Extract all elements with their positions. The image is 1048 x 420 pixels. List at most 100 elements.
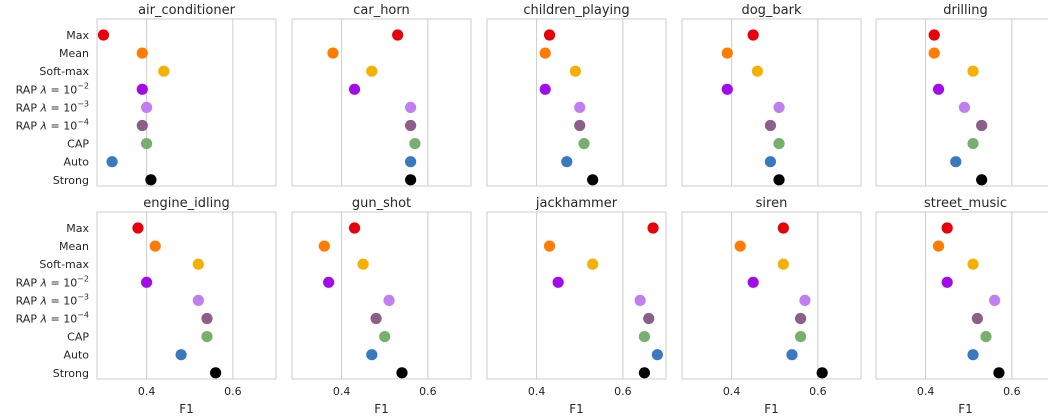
- point-cap: [201, 331, 213, 343]
- point-rap-10: [405, 101, 417, 113]
- panel-title: engine_idling: [143, 196, 229, 211]
- point-soft-max: [366, 65, 378, 77]
- panel-siren: siren 0.4 0.6 F1: [681, 196, 862, 416]
- method-label: Strong: [53, 174, 89, 187]
- point-soft-max: [569, 65, 582, 77]
- x-tick-label: 0.6: [224, 385, 242, 398]
- panel-frame: [486, 211, 667, 380]
- point-rap-10: [201, 312, 213, 325]
- point-rap-10: [539, 83, 551, 95]
- x-tick-label: 0.4: [333, 385, 351, 398]
- point-rap-10: [383, 294, 395, 306]
- point-soft-max: [967, 258, 979, 270]
- point-mean: [149, 240, 161, 252]
- point-rap-10: [348, 83, 361, 95]
- x-tick-label: 0.4: [917, 385, 935, 398]
- point-auto: [366, 349, 378, 361]
- point-cap: [967, 138, 979, 150]
- point-mean: [136, 47, 148, 59]
- method-label: RAP λ = 10−3: [16, 99, 89, 114]
- point-strong: [993, 367, 1005, 379]
- panel-frame: [96, 211, 277, 380]
- point-auto: [786, 349, 798, 361]
- panel-title: dog_bark: [741, 3, 802, 18]
- x-tick-label: 0.4: [723, 385, 741, 398]
- point-soft-max: [357, 258, 369, 270]
- panel-children-playing: children_playing: [486, 3, 667, 187]
- panel-car-horn: car_horn: [291, 3, 472, 187]
- point-auto: [967, 349, 979, 361]
- method-label: CAP: [67, 331, 89, 344]
- point-rap-10: [764, 119, 777, 132]
- point-rap-10: [405, 119, 417, 132]
- x-tick-label: 0.6: [809, 385, 827, 398]
- point-soft-max: [967, 65, 979, 77]
- point-auto: [405, 156, 417, 168]
- point-auto: [651, 349, 663, 361]
- method-label: RAP λ = 10−2: [16, 81, 89, 96]
- x-tick-label: 0.6: [1003, 385, 1021, 398]
- panel-title: gun_shot: [352, 196, 411, 211]
- point-rap-10: [989, 294, 1001, 306]
- panel-dog-bark: dog_bark: [681, 3, 862, 187]
- point-max: [647, 222, 659, 234]
- panel-title: siren: [756, 196, 788, 211]
- method-label: RAP λ = 10−2: [16, 274, 89, 289]
- point-rap-10: [958, 101, 971, 113]
- point-rap-10: [136, 119, 148, 132]
- panel-gun-shot: gun_shot 0.4 0.6 F1: [291, 196, 472, 416]
- panel-street-music: street_music 0.4 0.6 F1: [875, 196, 1048, 416]
- point-rap-10: [552, 276, 564, 288]
- point-rap-10: [574, 119, 586, 132]
- point-rap-10: [971, 312, 983, 325]
- panel-title: car_horn: [353, 3, 410, 18]
- point-rap-10: [773, 101, 785, 113]
- point-rap-10: [323, 276, 335, 288]
- point-mean: [318, 240, 330, 252]
- x-tick-label: 0.6: [419, 385, 437, 398]
- point-strong: [638, 367, 651, 379]
- panel-frame: [486, 18, 667, 187]
- point-cap: [141, 138, 153, 150]
- point-mean: [327, 47, 339, 59]
- panel-frame: [291, 211, 472, 380]
- point-rap-10: [643, 312, 655, 325]
- point-strong: [587, 174, 599, 186]
- method-label: RAP λ = 10−4: [16, 311, 89, 326]
- x-tick-label: 0.4: [138, 385, 156, 398]
- point-rap-10: [932, 83, 945, 95]
- method-label: Auto: [63, 349, 89, 362]
- panel-drilling: drilling: [875, 3, 1048, 187]
- x-axis-label: F1: [958, 402, 973, 416]
- point-rap-10: [634, 294, 646, 306]
- point-rap-10: [941, 276, 953, 288]
- point-max: [747, 29, 759, 41]
- point-soft-max: [587, 258, 599, 270]
- point-rap-10: [574, 101, 586, 113]
- panel-jackhammer: jackhammer 0.4 0.6 F1: [486, 196, 667, 416]
- panel-frame: [875, 18, 1048, 187]
- point-auto: [764, 156, 777, 168]
- point-rap-10: [799, 294, 811, 306]
- point-soft-max: [777, 258, 789, 270]
- method-label: RAP λ = 10−3: [16, 292, 89, 307]
- panel-frame: [681, 18, 862, 187]
- panel-frame: [96, 18, 277, 187]
- point-max: [777, 222, 789, 234]
- point-max: [97, 29, 110, 41]
- point-max: [348, 222, 361, 234]
- point-soft-max: [158, 65, 170, 77]
- point-rap-10: [747, 276, 759, 288]
- point-mean: [932, 240, 945, 252]
- point-strong: [145, 174, 157, 186]
- method-label: Strong: [53, 367, 89, 380]
- panel-frame: [875, 211, 1048, 380]
- point-soft-max: [192, 258, 204, 270]
- point-strong: [210, 367, 222, 379]
- point-max: [941, 222, 953, 234]
- point-rap-10: [141, 101, 153, 113]
- panel-title: drilling: [943, 3, 988, 18]
- point-cap: [409, 138, 421, 150]
- panel-title: street_music: [924, 196, 1007, 211]
